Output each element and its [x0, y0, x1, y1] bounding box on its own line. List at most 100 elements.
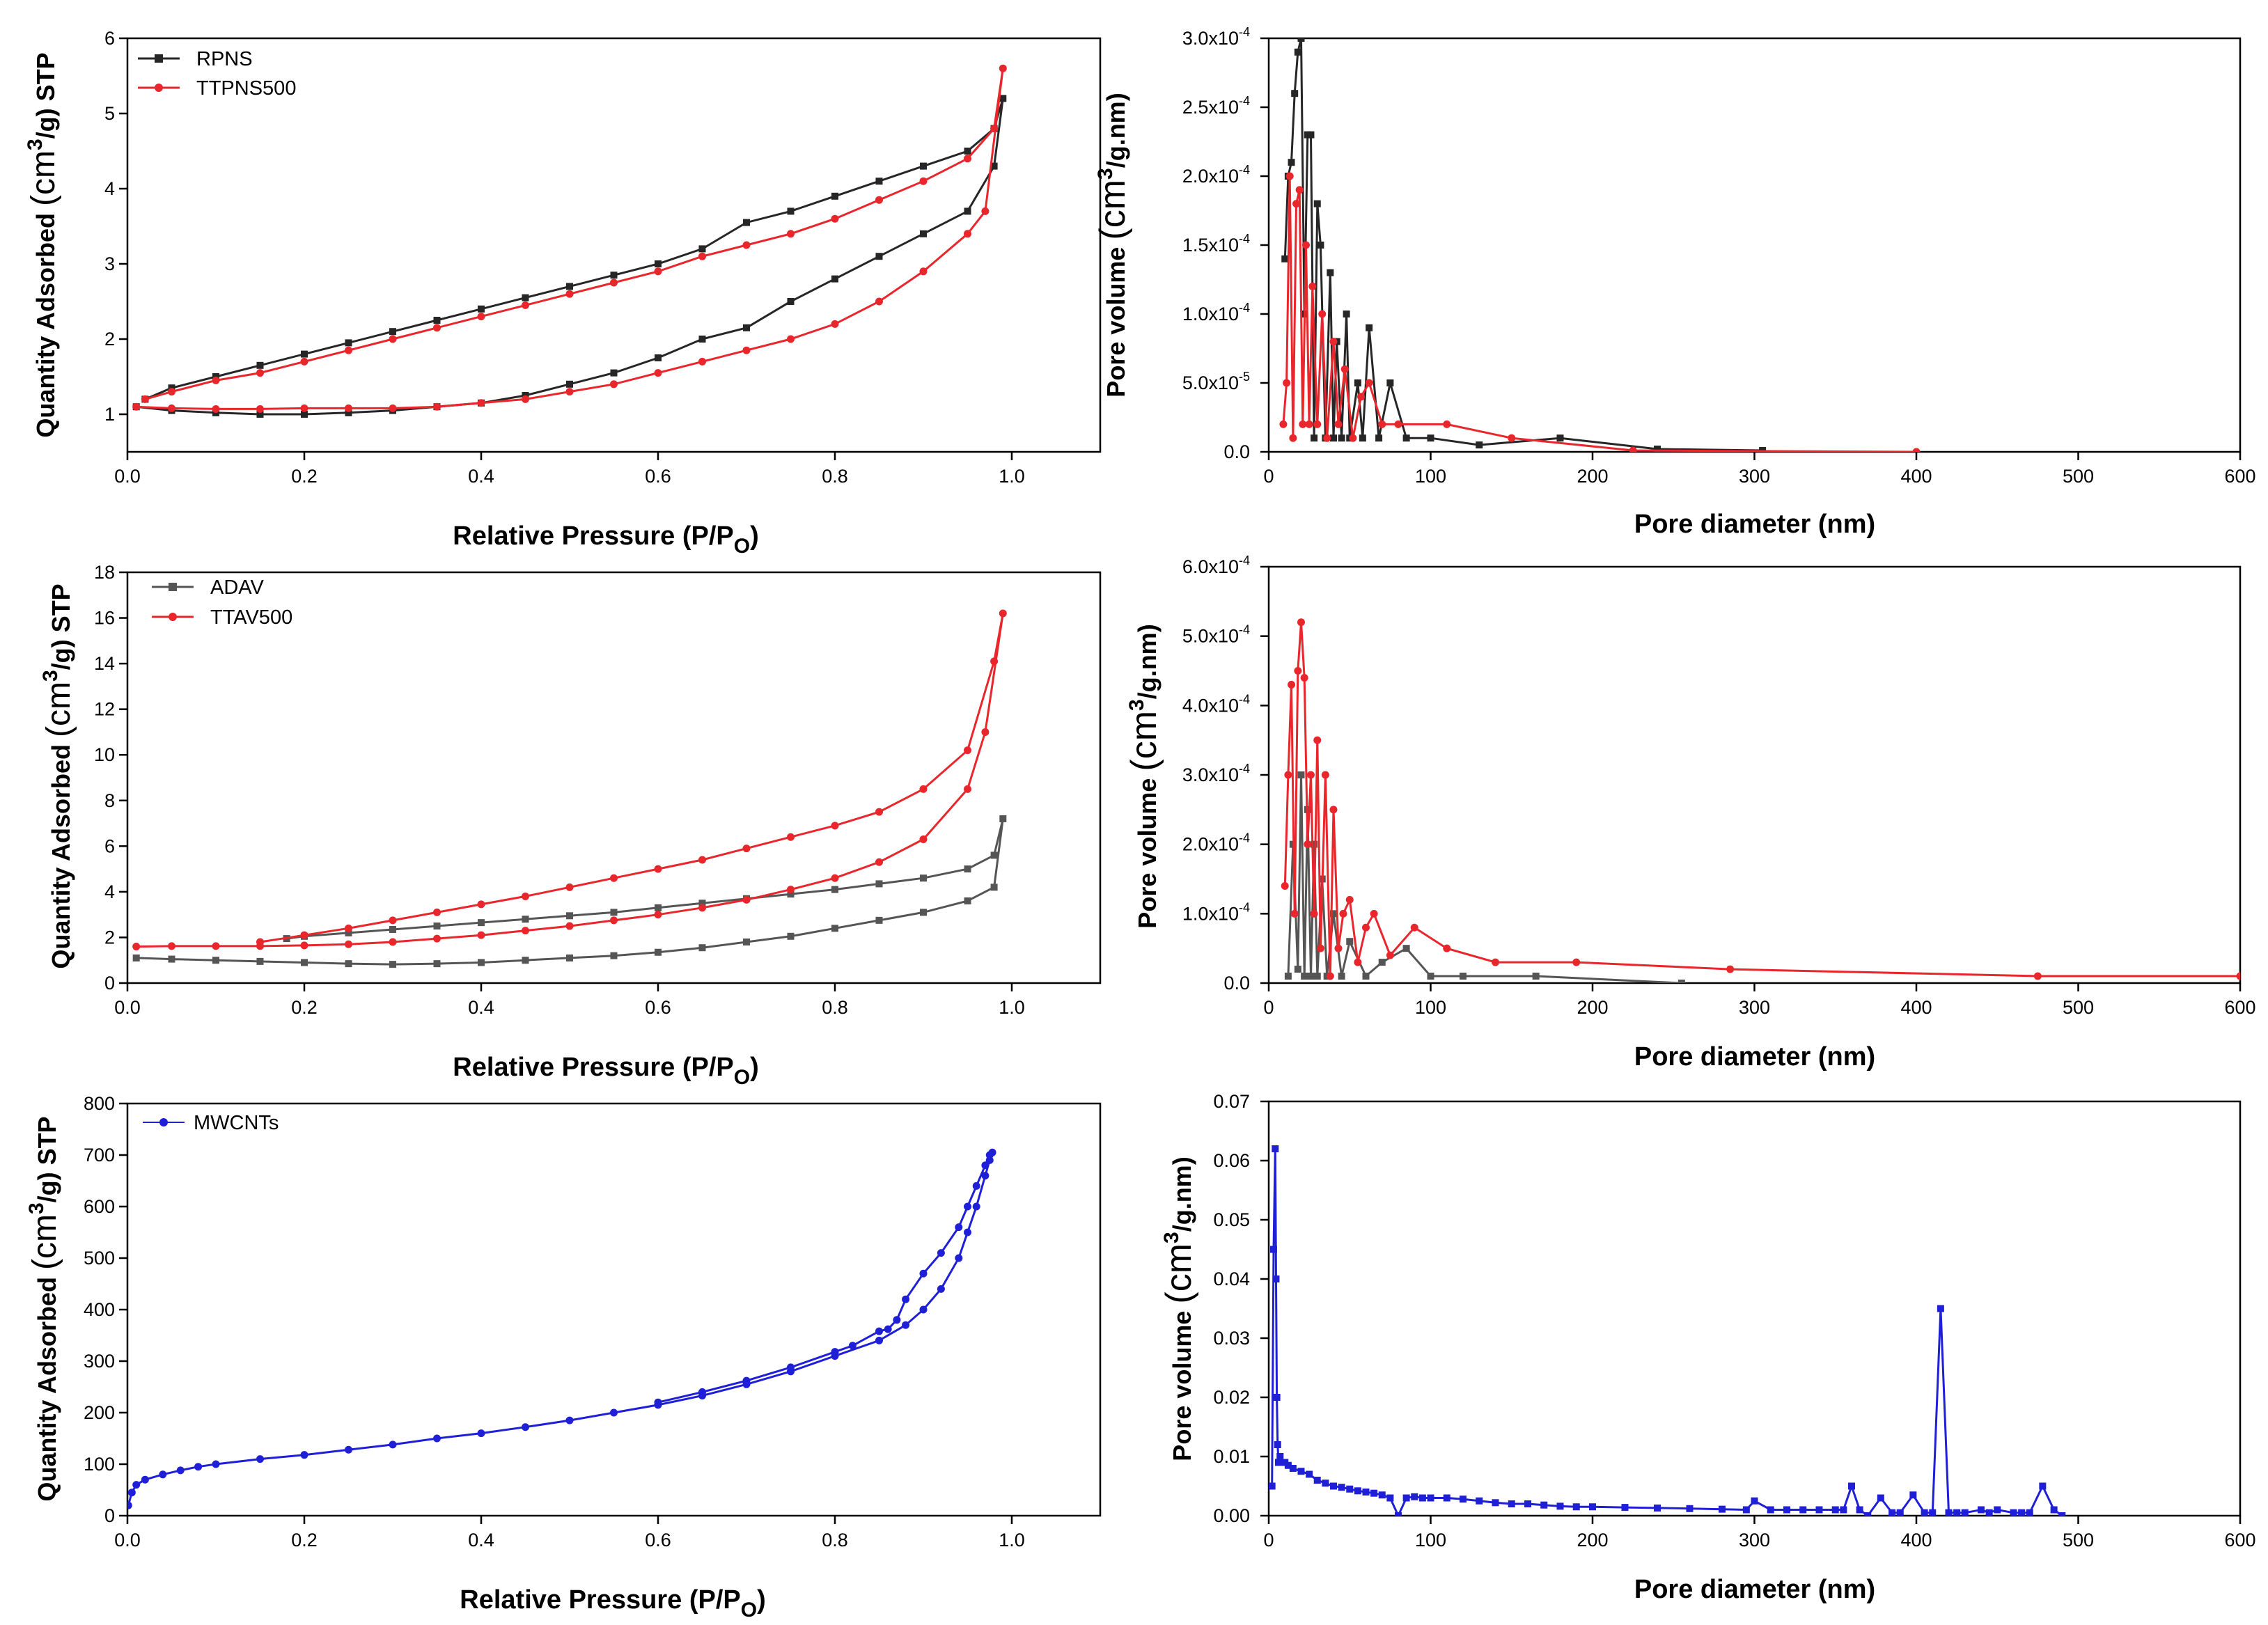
data-point: [168, 955, 175, 963]
data-point: [522, 294, 529, 301]
data-point: [654, 1398, 662, 1406]
data-point: [1909, 1491, 1917, 1499]
data-point: [256, 369, 264, 377]
y-tick-label: 300: [84, 1351, 115, 1372]
data-point: [742, 895, 751, 904]
data-point: [1418, 1494, 1426, 1502]
data-point: [1840, 1506, 1847, 1514]
data-point: [981, 728, 990, 736]
x-tick-label: 0: [1263, 1530, 1274, 1551]
data-point: [1318, 310, 1327, 318]
y-tick-label: 2: [104, 329, 115, 350]
y-axis-label: Pore volume(cm3/g.nm): [1124, 624, 1164, 928]
data-point: [1300, 673, 1308, 682]
data-point: [2033, 972, 2042, 980]
data-point: [256, 405, 264, 413]
data-point: [1297, 38, 1305, 42]
data-point: [655, 948, 662, 956]
data-point: [1375, 434, 1383, 442]
data-point: [127, 1489, 136, 1497]
x-tick-label: 300: [1739, 466, 1770, 487]
y-tick-label: 600: [84, 1196, 115, 1217]
data-point: [1316, 944, 1324, 952]
x-tick-label: 0.4: [468, 997, 494, 1018]
data-point: [2026, 1509, 2033, 1516]
data-point: [1476, 441, 1483, 449]
y-tick-label: 200: [84, 1402, 115, 1423]
data-point: [1532, 973, 1540, 980]
data-point: [1953, 1509, 1961, 1516]
x-tick-label: 1.0: [999, 997, 1025, 1018]
data-point: [610, 369, 618, 377]
data-point: [985, 1151, 994, 1159]
data-point: [433, 317, 441, 324]
data-point: [831, 874, 839, 882]
series-line-ttpns500: [1282, 175, 1917, 452]
data-point: [300, 357, 308, 366]
data-point: [1272, 1145, 1279, 1152]
x-tick-label: 600: [2224, 1530, 2255, 1551]
data-point: [1334, 944, 1343, 952]
data-point: [1307, 131, 1315, 139]
data-point: [787, 890, 795, 898]
data-point: [1307, 973, 1315, 980]
data-point: [875, 253, 883, 260]
data-point: [1346, 938, 1354, 945]
data-point: [522, 1423, 529, 1431]
data-point: [1304, 840, 1312, 849]
data-point: [955, 1223, 963, 1232]
data-point: [389, 961, 396, 968]
data-point: [1311, 434, 1318, 442]
y-tick-label: 12: [94, 699, 115, 720]
data-point: [1354, 958, 1362, 966]
data-point: [1281, 881, 1289, 890]
data-point: [478, 305, 485, 313]
marks-c5: [127, 1148, 996, 1509]
data-point: [875, 916, 883, 924]
x-axis-label: Relative Pressure (P/PO): [453, 1053, 758, 1089]
data-point: [1378, 420, 1386, 428]
x-tick-label: 500: [2063, 1530, 2094, 1551]
data-point: [1313, 1477, 1321, 1484]
data-point: [1310, 909, 1318, 918]
data-point: [1313, 736, 1322, 744]
data-point: [1339, 909, 1347, 918]
data-point: [742, 346, 751, 354]
data-point: [698, 336, 706, 343]
data-point: [1338, 973, 1345, 980]
data-point: [964, 148, 971, 155]
data-point: [1864, 1512, 1872, 1516]
data-point: [698, 357, 706, 366]
data-point: [1427, 1494, 1434, 1502]
x-axis-label: Pore diameter (nm): [1634, 1575, 1875, 1604]
data-point: [212, 376, 220, 384]
x-tick-label: 200: [1577, 997, 1608, 1018]
panel-isotherm-rpns: 0.0 0.2 0.4 0.6 0.8 1.0 1 2 3 4 5 6 Relative Pressu…: [24, 28, 1102, 558]
data-point: [831, 1348, 839, 1356]
data-point: [655, 904, 662, 911]
data-point: [212, 957, 219, 964]
data-point: [1294, 48, 1301, 56]
data-point: [1719, 1505, 1726, 1513]
series-line-ttav500: [136, 613, 1004, 948]
data-point: [920, 162, 927, 170]
data-point: [1295, 186, 1304, 194]
data-point: [875, 858, 883, 866]
y-tick-label: 16: [94, 608, 115, 629]
data-point: [1524, 1500, 1531, 1507]
data-point: [1330, 434, 1337, 442]
series-line-ttpns500: [136, 68, 1004, 410]
x-tick-label: 300: [1739, 1530, 1770, 1551]
data-point: [1492, 1499, 1499, 1507]
data-point: [1357, 393, 1366, 401]
y-tick-label: 6: [104, 835, 115, 856]
data-point: [1677, 980, 1685, 983]
data-point: [999, 609, 1007, 618]
y-tick-label: 100: [84, 1454, 115, 1475]
data-point: [1276, 1453, 1284, 1460]
data-point: [478, 959, 485, 966]
data-point: [1345, 895, 1354, 904]
data-point: [1386, 1494, 1394, 1502]
marks-c2: [1279, 38, 1921, 452]
data-point: [654, 865, 662, 873]
